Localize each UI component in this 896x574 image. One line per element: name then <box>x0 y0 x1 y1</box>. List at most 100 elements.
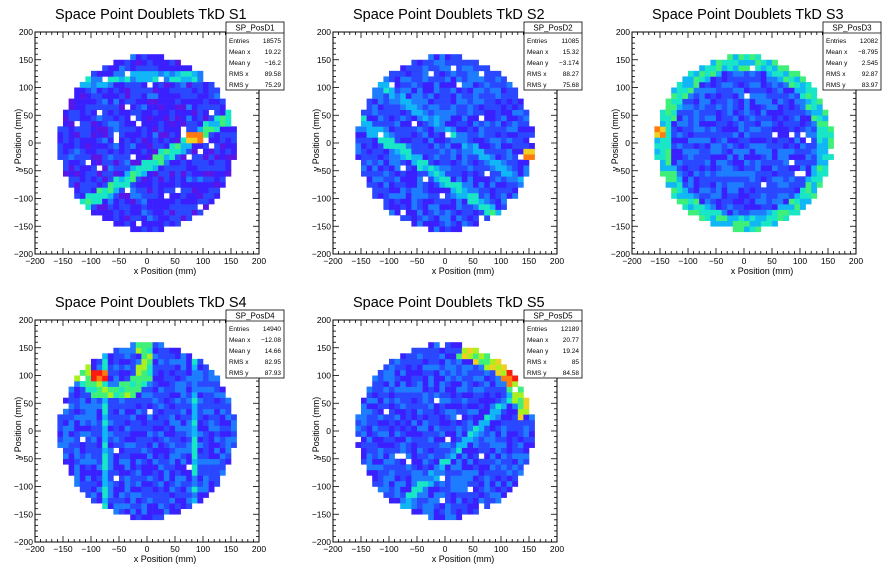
heatmap-cell <box>484 392 491 398</box>
heatmap-cell <box>158 369 165 376</box>
heatmap-cell <box>79 419 86 426</box>
heatmap-cell <box>721 87 728 94</box>
heatmap-cell <box>456 181 463 188</box>
heatmap-cell <box>74 397 81 404</box>
heatmap-cell <box>660 115 666 122</box>
heatmap-cell <box>428 131 435 138</box>
heatmap-cell <box>506 403 513 410</box>
heatmap-cell <box>113 375 120 382</box>
heatmap-cell <box>74 143 81 149</box>
heatmap-cell <box>766 109 773 116</box>
heatmap-cell <box>163 425 170 432</box>
heatmap-cell <box>96 375 103 382</box>
heatmap-cell <box>704 131 711 138</box>
heatmap-cell <box>147 442 153 448</box>
heatmap-cell <box>197 165 204 172</box>
heatmap-cell <box>225 453 232 460</box>
heatmap-cell <box>772 59 778 66</box>
heatmap-cell <box>422 436 429 443</box>
heatmap-cell <box>523 109 530 116</box>
heatmap-cell <box>147 143 153 149</box>
heatmap-cell <box>445 126 451 133</box>
heatmap-cell <box>203 187 209 194</box>
heatmap-cell <box>676 87 683 94</box>
heatmap-cell <box>461 497 468 504</box>
heatmap-cell <box>147 165 153 172</box>
heatmap-cell <box>456 447 463 454</box>
heatmap-cell <box>113 93 120 99</box>
heatmap-cell <box>760 204 767 210</box>
heatmap-cell <box>219 143 226 149</box>
heatmap-cell <box>119 369 125 376</box>
heatmap-cell <box>467 220 474 227</box>
heatmap-cell <box>141 65 148 72</box>
heatmap-cell <box>180 425 187 432</box>
heatmap-cell <box>467 131 474 138</box>
heatmap-cell <box>777 192 784 199</box>
heatmap-cell <box>450 425 457 432</box>
heatmap-cell <box>130 464 137 471</box>
heatmap-cell <box>91 98 97 105</box>
heatmap-cell <box>461 87 468 94</box>
heatmap-cell <box>704 181 711 188</box>
heatmap-cell <box>107 192 114 199</box>
heatmap-cell <box>389 198 395 205</box>
heatmap-cell <box>225 126 232 133</box>
heatmap-cell <box>191 453 198 460</box>
heatmap-cell <box>366 126 373 133</box>
stats-box-name: SP_PosD3 <box>832 24 872 33</box>
stats-row-value: 19.24 <box>563 348 580 355</box>
heatmap-cell <box>461 126 468 133</box>
heatmap-cell <box>389 120 395 127</box>
heatmap-cell <box>467 170 474 177</box>
heatmap-cell <box>219 109 226 116</box>
heatmap-cell <box>163 475 170 482</box>
heatmap-cell <box>158 375 165 382</box>
heatmap-cell <box>152 59 159 66</box>
heatmap-cell <box>191 198 198 205</box>
heatmap-cell <box>372 165 379 172</box>
heatmap-cell <box>180 181 187 188</box>
heatmap-cell <box>727 104 734 110</box>
heatmap-cell <box>377 148 384 155</box>
heatmap-cell <box>231 148 237 155</box>
heatmap-cell <box>203 397 209 404</box>
heatmap-cell <box>147 381 153 387</box>
heatmap-cells <box>355 342 535 521</box>
heatmap-cell <box>495 126 502 133</box>
heatmap-cell <box>428 137 435 144</box>
heatmap-cell <box>699 192 706 199</box>
heatmap-cell <box>467 65 474 72</box>
heatmap-cell <box>699 204 706 210</box>
stats-row-label: RMS x <box>826 71 846 78</box>
heatmap-cell <box>439 408 446 415</box>
heatmap-cell <box>760 137 767 144</box>
heatmap-cell <box>389 170 395 177</box>
heatmap-cell <box>135 131 142 138</box>
heatmap-cell <box>175 425 181 432</box>
heatmap-cell <box>147 514 153 521</box>
heatmap-cell <box>461 76 468 83</box>
heatmap-cell <box>130 392 137 398</box>
heatmap-cell <box>473 215 479 221</box>
heatmap-cell <box>529 131 535 138</box>
heatmap-cell <box>445 226 451 233</box>
heatmap-cell <box>405 209 412 216</box>
heatmap-cell <box>772 65 778 72</box>
heatmap-cell <box>484 131 491 138</box>
heatmap-cell <box>501 109 507 116</box>
heatmap-cell <box>693 109 700 116</box>
heatmap-cell <box>738 137 745 144</box>
heatmap-cell <box>693 159 700 166</box>
heatmap-cell <box>417 187 423 194</box>
heatmap-cell <box>135 93 142 99</box>
heatmap-cell <box>152 204 159 210</box>
heatmap-cell <box>484 486 491 493</box>
heatmap-cell <box>467 464 474 471</box>
heatmap-cell <box>439 126 446 133</box>
heatmap-cell <box>96 93 103 99</box>
heatmap-cell <box>163 209 170 216</box>
heatmap-cell <box>214 154 221 160</box>
heatmap-cell <box>676 81 683 88</box>
heatmap-cell <box>489 375 496 382</box>
